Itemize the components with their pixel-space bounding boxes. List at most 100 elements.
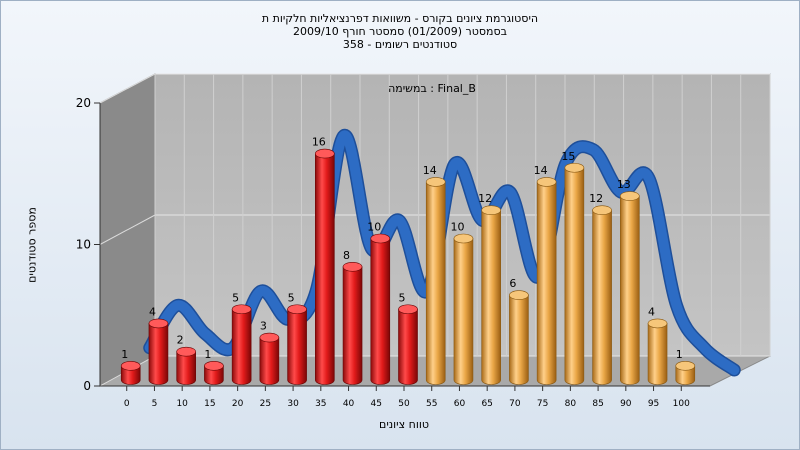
x-tick-label: 95 [648,399,659,409]
bar-value-label: 16 [312,136,326,149]
bar-body [453,238,474,385]
bar-top [453,233,474,244]
bar-top [398,304,418,315]
bar-top [287,304,307,315]
x-tick-label: 85 [592,399,603,409]
bar-body [564,167,585,385]
bar-value-label: 1 [121,348,128,361]
bar-value-label: 5 [288,291,295,304]
bar-body [287,308,307,385]
x-tick-label: 25 [260,399,271,409]
bar-value-label: 5 [232,291,239,304]
bar-body [536,181,557,385]
bar [398,304,418,385]
bar-top [370,233,391,244]
bar [647,318,668,385]
x-tick-label: 45 [371,399,382,409]
y-tick-label: 0 [83,379,91,393]
x-tick-label: 10 [176,399,188,409]
bar [675,361,696,385]
bar-top [148,318,169,329]
bar-value-label: 12 [478,192,492,205]
bar-value-label: 14 [423,164,437,177]
x-tick-label: 15 [204,399,215,409]
bar-top [259,332,280,343]
x-tick-label: 75 [537,399,548,409]
bar-top [481,205,501,215]
bar [259,332,280,385]
y-tick-label: 10 [76,238,91,252]
bar-top [204,361,224,371]
x-tick-label: 30 [287,399,299,409]
bar-top [675,361,696,371]
title-line-2: בסמסטר (01/2009) סמסטר חורף 2009/10 [293,25,507,38]
x-tick-label: 55 [426,399,437,409]
x-tick-label: 0 [124,399,130,409]
bar-body [647,323,668,385]
bar [315,148,335,385]
bar [342,261,363,385]
bar-top [231,304,252,315]
x-tick-label: 20 [232,399,244,409]
title-line-3: סטודנטים רשומים - 358 [342,38,458,51]
x-tick-label: 100 [673,399,690,409]
bar-body [509,294,529,385]
bar-top [120,361,141,371]
bar [620,191,640,385]
bar-top [342,261,363,272]
bar [536,177,557,385]
task-label: במשימה : Final_B [388,82,476,95]
bar-value-label: 8 [343,249,350,262]
bar-top [647,318,668,329]
bar-top [315,148,335,159]
bar [509,290,529,385]
bar [425,177,446,385]
bar-value-label: 6 [509,277,516,290]
bar-top [425,177,446,187]
bar-body [425,181,446,385]
bar-body [370,238,391,385]
bar-top [564,162,585,173]
bar-body [204,365,224,385]
bar-body [120,365,141,385]
bar [592,205,612,385]
bar [176,346,196,385]
bar-body [176,351,196,385]
bar-value-label: 3 [260,320,267,333]
bar-top [509,290,529,300]
bar-value-label: 15 [561,150,575,163]
x-tick-label: 90 [620,399,632,409]
bar-value-label: 1 [204,348,211,361]
bar [287,304,307,385]
bar [564,162,585,385]
y-axis-label: מספר סטודנטים [25,207,39,283]
bar-value-label: 4 [149,305,156,318]
bar-body [398,308,418,385]
bar-value-label: 10 [450,221,464,234]
bar [370,233,391,385]
bar [120,361,141,385]
x-tick-label: 5 [152,399,158,409]
bar-body [592,209,612,385]
grid-line-side [99,214,156,245]
bar [231,304,252,385]
x-axis-label: טווח ציונים [379,418,429,431]
bar-top [176,346,196,357]
bar-top [592,205,612,215]
bar-value-label: 1 [676,348,683,361]
grid-line-side [99,73,156,104]
bar-body [620,195,640,385]
x-tick-label: 50 [398,399,410,409]
x-tick-label: 65 [481,399,492,409]
y-tick-label: 20 [76,96,91,110]
bar-value-label: 10 [367,221,381,234]
bar-value-label: 2 [177,334,184,347]
bar-value-label: 13 [617,178,631,191]
bar-value-label: 12 [589,192,603,205]
x-tick-label: 40 [343,399,355,409]
x-tick-label: 35 [315,399,326,409]
bar-body [481,209,501,385]
bar [481,205,501,385]
bar-value-label: 4 [648,305,655,318]
